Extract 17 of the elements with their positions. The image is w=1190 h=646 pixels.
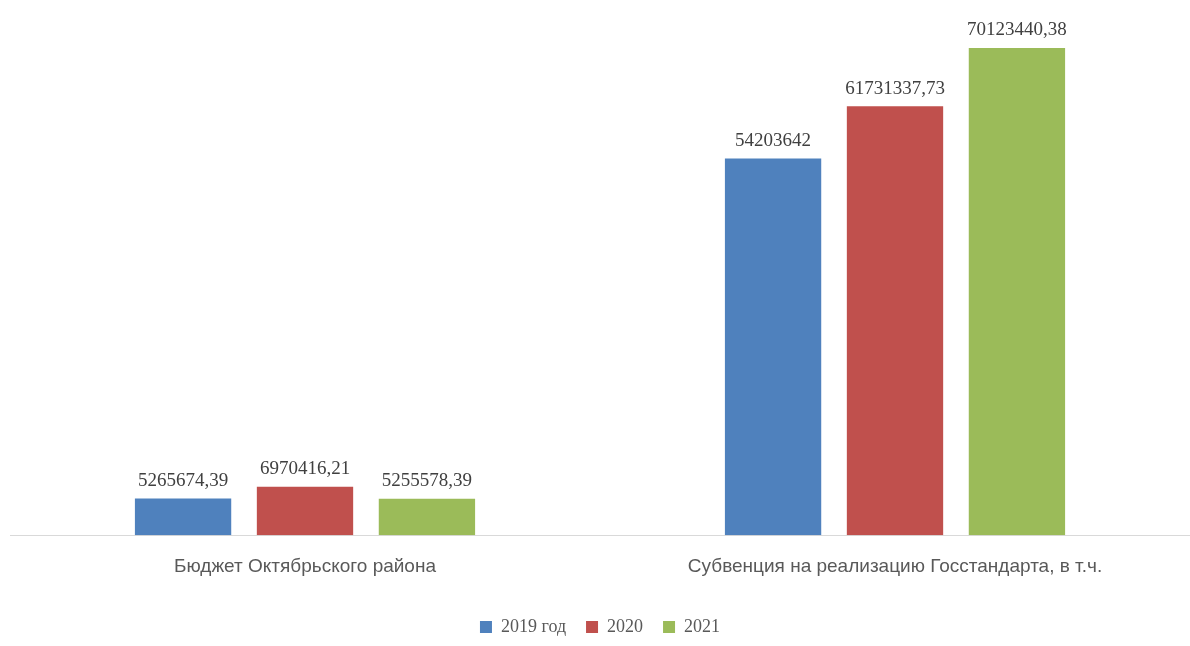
bar xyxy=(134,498,232,536)
data-label: 54203642 xyxy=(735,129,812,151)
data-label: 61731337,73 xyxy=(845,76,945,98)
data-label: 70123440,38 xyxy=(967,18,1067,40)
data-label: 5265674,39 xyxy=(137,469,229,491)
legend-label: 2020 xyxy=(607,615,644,636)
bar xyxy=(846,106,944,536)
x-tick-label: Субвенция на реализацию Госстандарта, в т.ч. xyxy=(687,554,1103,576)
bar xyxy=(968,48,1066,536)
bar xyxy=(256,486,354,536)
legend-label: 2019 год xyxy=(500,615,567,636)
bar xyxy=(378,498,476,536)
legend-label: 2021 xyxy=(684,615,721,636)
data-label: 6970416,21 xyxy=(259,457,351,479)
data-label: 5255578,39 xyxy=(381,469,473,491)
bar xyxy=(724,158,822,536)
x-tick-label: Бюджет Октябрьского района xyxy=(174,554,437,576)
